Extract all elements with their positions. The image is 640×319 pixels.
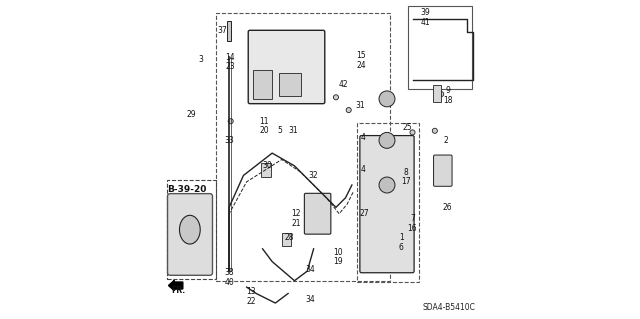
Text: 1: 1	[399, 233, 404, 242]
Text: 22: 22	[246, 297, 256, 306]
Text: 25: 25	[403, 123, 413, 132]
Text: 12: 12	[291, 209, 301, 218]
Text: 16: 16	[408, 224, 417, 233]
Text: 4: 4	[360, 165, 365, 174]
Text: 41: 41	[420, 18, 430, 27]
Bar	[253, 70, 272, 99]
Bar	[261, 163, 271, 177]
Text: 29: 29	[187, 110, 196, 119]
Text: 39: 39	[420, 8, 430, 17]
Text: 5: 5	[278, 126, 283, 135]
Text: 34: 34	[305, 295, 316, 304]
Bar	[433, 85, 441, 102]
Text: 11: 11	[259, 117, 269, 126]
Text: 18: 18	[443, 96, 452, 105]
Text: B-39-20: B-39-20	[167, 185, 206, 194]
Text: 8: 8	[404, 168, 408, 177]
Text: 28: 28	[285, 233, 294, 242]
FancyBboxPatch shape	[168, 194, 212, 275]
Text: 32: 32	[309, 171, 319, 180]
Text: 15: 15	[356, 51, 366, 60]
Text: 2: 2	[444, 136, 449, 145]
Bar	[216, 13, 390, 281]
Text: 10: 10	[333, 248, 342, 256]
Circle shape	[346, 108, 351, 113]
Text: 4: 4	[360, 133, 365, 142]
Text: 13: 13	[246, 287, 256, 296]
Bar	[227, 21, 231, 41]
Text: 24: 24	[356, 61, 366, 70]
Text: 20: 20	[259, 126, 269, 135]
Bar	[282, 233, 291, 246]
Circle shape	[410, 130, 415, 135]
Text: 6: 6	[399, 243, 404, 252]
Text: SDA4-B5410C: SDA4-B5410C	[422, 303, 475, 312]
Text: 31: 31	[288, 126, 298, 135]
Text: 3: 3	[198, 55, 204, 63]
Circle shape	[379, 177, 395, 193]
Text: 38: 38	[224, 268, 234, 277]
Circle shape	[333, 95, 339, 100]
Text: 21: 21	[291, 219, 301, 228]
Circle shape	[432, 128, 437, 133]
Text: 9: 9	[445, 86, 450, 95]
FancyBboxPatch shape	[305, 193, 331, 234]
Circle shape	[379, 132, 395, 148]
Text: 33: 33	[224, 136, 234, 145]
Text: 34: 34	[305, 265, 316, 274]
Text: 30: 30	[262, 161, 272, 170]
FancyBboxPatch shape	[248, 30, 324, 104]
Text: 40: 40	[224, 278, 234, 287]
Text: 27: 27	[360, 209, 369, 218]
Bar	[356, 123, 419, 282]
Text: 14: 14	[225, 53, 235, 62]
Text: 31: 31	[355, 101, 365, 110]
Circle shape	[379, 91, 395, 107]
Text: 17: 17	[401, 177, 411, 186]
FancyBboxPatch shape	[433, 155, 452, 186]
Bar	[167, 180, 216, 279]
Text: 19: 19	[333, 257, 342, 266]
Circle shape	[228, 119, 233, 124]
Bar	[278, 73, 301, 96]
Text: 42: 42	[339, 80, 349, 89]
Text: FR.: FR.	[171, 286, 185, 295]
Ellipse shape	[179, 215, 200, 244]
Circle shape	[438, 92, 444, 97]
FancyBboxPatch shape	[360, 136, 414, 273]
Text: 37: 37	[218, 26, 228, 35]
Bar	[408, 6, 472, 89]
FancyArrow shape	[168, 280, 183, 291]
Text: 23: 23	[225, 63, 235, 71]
Text: 26: 26	[443, 203, 452, 212]
Text: 7: 7	[410, 214, 415, 223]
